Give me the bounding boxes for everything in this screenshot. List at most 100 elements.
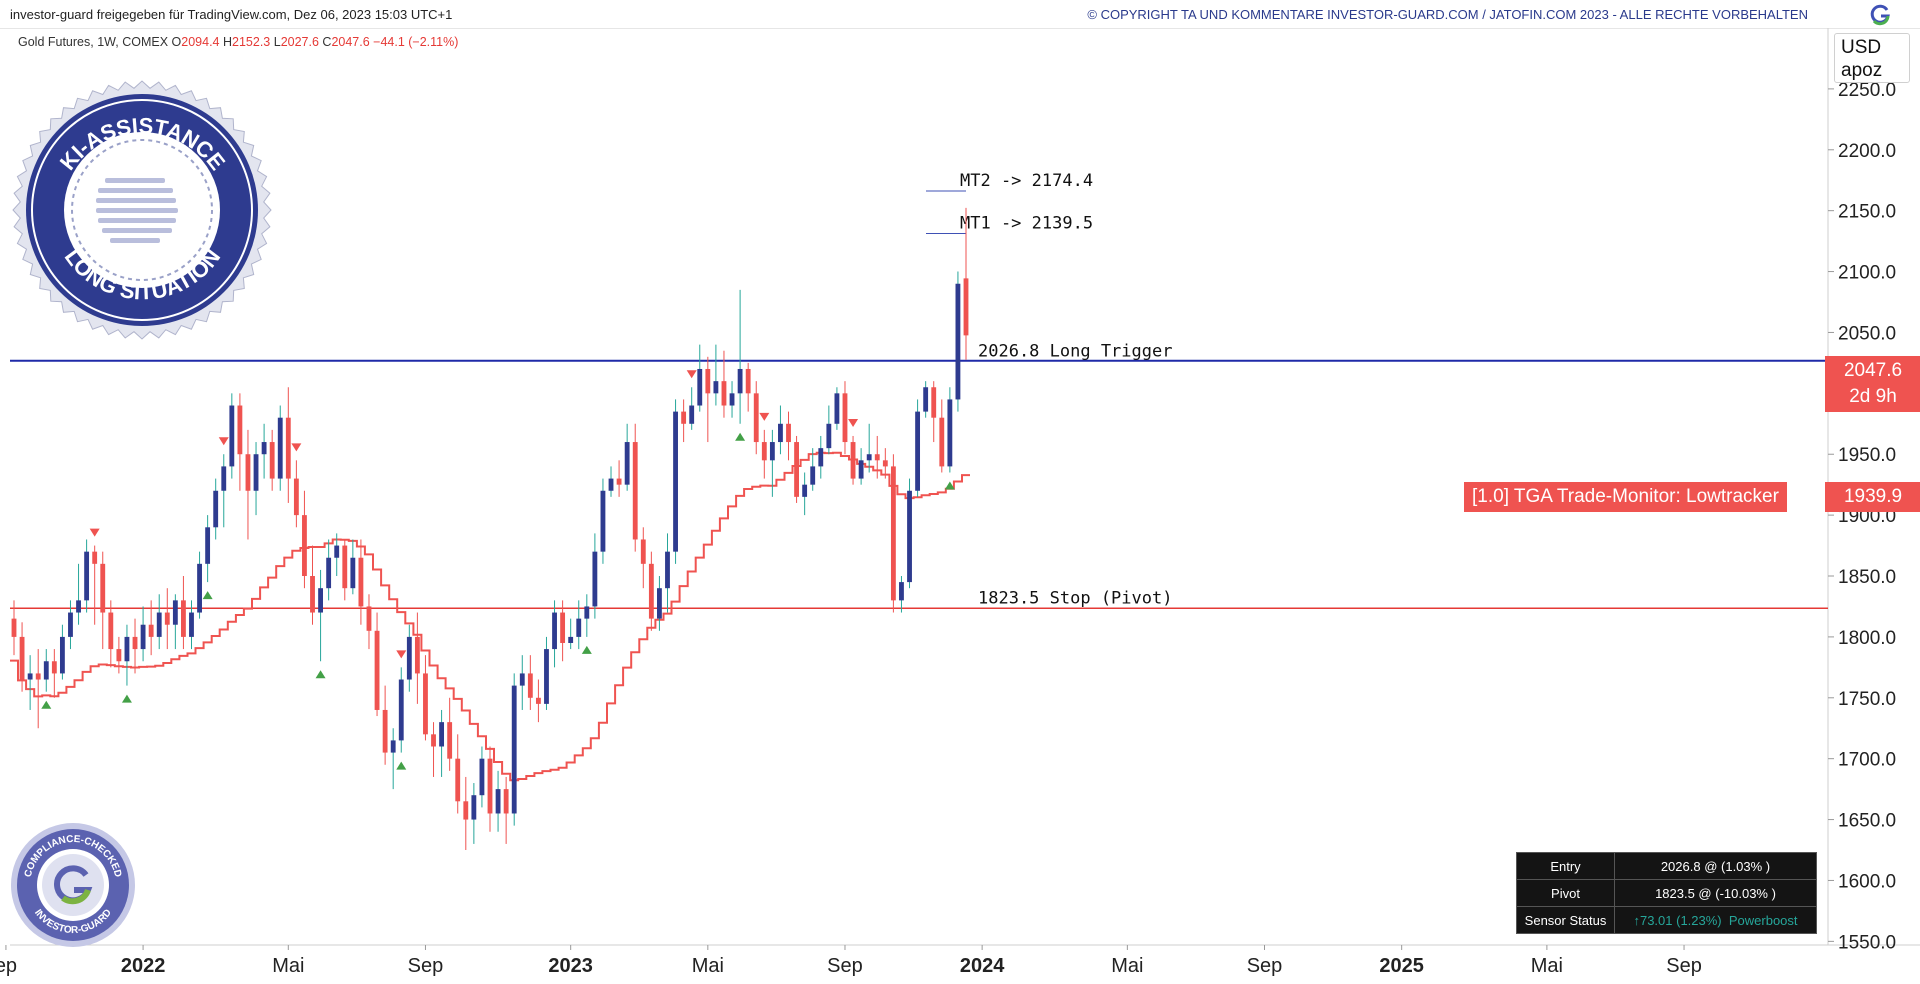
- candle: [68, 600, 73, 650]
- candle-body: [786, 423, 791, 443]
- candle-body: [826, 423, 832, 449]
- candle: [947, 387, 953, 473]
- candle: [931, 381, 937, 443]
- candle: [899, 576, 904, 613]
- candle-body: [390, 740, 396, 753]
- time-tick-label: 2025: [1379, 955, 1424, 977]
- table-value: 2026.8 @ (1.03% ): [1614, 852, 1817, 880]
- candle-body: [342, 545, 348, 589]
- candle-body: [318, 588, 323, 613]
- candle-body: [874, 454, 880, 461]
- candle-body: [794, 442, 799, 497]
- candle-body: [245, 454, 251, 491]
- bar-countdown: 2d 9h: [1849, 386, 1897, 407]
- last-price-badge: 2047.6 2d 9h: [1825, 356, 1920, 412]
- candle-body: [697, 368, 703, 406]
- candle: [818, 435, 824, 479]
- trade-info-table: Entry 2026.8 @ (1.03% ) Pivot 1823.5 @ (…: [1516, 852, 1817, 934]
- stop-pivot-label: 1823.5 Stop (Pivot): [978, 588, 1172, 608]
- candle-body: [737, 368, 743, 394]
- candle-body: [648, 563, 654, 619]
- candle: [874, 435, 880, 479]
- candle: [431, 722, 436, 777]
- candle: [84, 539, 90, 613]
- candle-body: [76, 600, 81, 613]
- candle: [657, 576, 662, 631]
- table-row: Pivot 1823.5 @ (-10.03% ): [1516, 879, 1817, 907]
- time-tick-label: Mai: [1531, 955, 1563, 977]
- candle-body: [269, 442, 275, 479]
- candle: [237, 393, 243, 491]
- buy-signal-marker: [315, 670, 326, 679]
- candle: [205, 515, 211, 583]
- candle: [261, 423, 267, 479]
- currency-selector[interactable]: USD apoz: [1834, 33, 1910, 83]
- candle: [277, 405, 283, 491]
- candle: [27, 655, 33, 710]
- candle-body: [51, 661, 57, 674]
- candle-body: [705, 368, 711, 394]
- candle-body: [624, 442, 630, 485]
- candle-body: [431, 734, 436, 747]
- table-value: ↑73.01 (1.23%) Powerboost: [1614, 906, 1817, 934]
- candle: [544, 636, 549, 710]
- candle-body: [632, 442, 638, 540]
- candle: [253, 442, 259, 516]
- candle: [713, 344, 719, 406]
- candle-body: [124, 636, 130, 662]
- table-key: Sensor Status: [1516, 906, 1615, 934]
- candle: [915, 399, 921, 497]
- candle: [568, 618, 574, 650]
- candle-body: [358, 557, 364, 607]
- candle: [923, 381, 929, 418]
- candle-body: [68, 612, 73, 637]
- candle-body: [495, 789, 501, 814]
- candle: [697, 344, 703, 412]
- lowtracker-value: 1939.9: [1825, 482, 1920, 512]
- candle-body: [842, 393, 848, 443]
- candle: [439, 709, 445, 777]
- candle: [245, 429, 251, 540]
- candle: [890, 454, 896, 613]
- price-tick-label: 2250.0: [1838, 80, 1896, 101]
- sell-signal-marker: [89, 528, 100, 537]
- candle: [842, 381, 848, 455]
- candle-body: [931, 387, 937, 418]
- candle: [802, 472, 808, 516]
- candle-body: [181, 600, 186, 637]
- candle: [213, 478, 219, 540]
- candle: [624, 423, 630, 491]
- candle-body: [665, 551, 670, 589]
- candle-body: [907, 490, 912, 583]
- candle-body: [713, 381, 719, 394]
- legend-change: −44.1 (−2.11%): [373, 35, 459, 49]
- candle-body: [406, 636, 412, 680]
- candle: [406, 624, 412, 692]
- candle-body: [84, 551, 90, 601]
- legend-low: L2027.6: [273, 35, 319, 49]
- table-row: Sensor Status ↑73.01 (1.23%) Powerboost: [1516, 906, 1817, 934]
- price-tick-label: 1550.0: [1838, 932, 1896, 953]
- time-tick-label: 2022: [121, 955, 166, 977]
- candle-body: [205, 527, 211, 564]
- candle: [907, 478, 912, 589]
- candle-body: [890, 466, 896, 601]
- candle: [124, 624, 130, 686]
- candle: [882, 448, 888, 479]
- candle-body: [527, 673, 533, 698]
- lowtracker-series: [10, 451, 970, 782]
- candle-body: [834, 393, 840, 424]
- candle-body: [229, 405, 235, 467]
- sell-signal-marker: [848, 418, 859, 427]
- candle: [648, 551, 654, 631]
- candle-body: [463, 801, 469, 820]
- candle: [600, 478, 606, 564]
- time-tick-label: 2024: [960, 955, 1005, 977]
- candle: [665, 533, 670, 613]
- candle-body: [882, 460, 888, 467]
- symbol-legend: Gold Futures, 1W, COMEX O2094.4 H2152.3 …: [18, 35, 458, 49]
- candle: [398, 667, 404, 753]
- candle: [374, 612, 380, 717]
- candle: [164, 588, 170, 650]
